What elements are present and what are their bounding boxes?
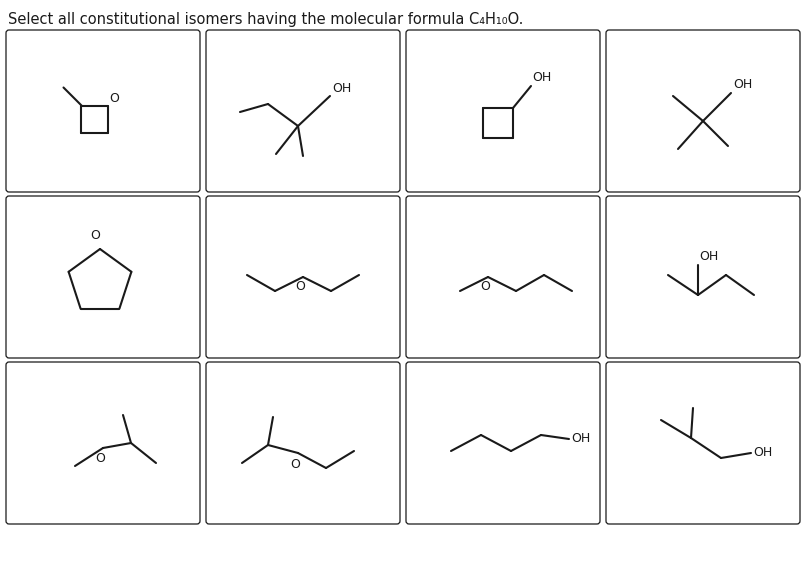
Text: OH: OH bbox=[571, 432, 591, 445]
FancyBboxPatch shape bbox=[406, 362, 600, 524]
FancyBboxPatch shape bbox=[406, 196, 600, 358]
FancyBboxPatch shape bbox=[206, 30, 400, 192]
Text: OH: OH bbox=[753, 446, 773, 460]
Text: O: O bbox=[480, 280, 490, 293]
Text: Select all constitutional isomers having the molecular formula C₄H₁₀O.: Select all constitutional isomers having… bbox=[8, 12, 523, 27]
FancyBboxPatch shape bbox=[6, 362, 200, 524]
Text: O: O bbox=[290, 458, 300, 471]
FancyBboxPatch shape bbox=[606, 362, 800, 524]
FancyBboxPatch shape bbox=[206, 362, 400, 524]
FancyBboxPatch shape bbox=[606, 30, 800, 192]
Text: O: O bbox=[95, 452, 105, 465]
Text: O: O bbox=[90, 229, 100, 242]
Text: O: O bbox=[109, 91, 120, 105]
Text: OH: OH bbox=[733, 78, 752, 91]
FancyBboxPatch shape bbox=[206, 196, 400, 358]
Text: O: O bbox=[295, 280, 305, 293]
FancyBboxPatch shape bbox=[606, 196, 800, 358]
FancyBboxPatch shape bbox=[6, 30, 200, 192]
Text: OH: OH bbox=[532, 71, 551, 84]
FancyBboxPatch shape bbox=[6, 196, 200, 358]
Text: OH: OH bbox=[699, 250, 718, 263]
Text: OH: OH bbox=[332, 82, 351, 95]
FancyBboxPatch shape bbox=[406, 30, 600, 192]
